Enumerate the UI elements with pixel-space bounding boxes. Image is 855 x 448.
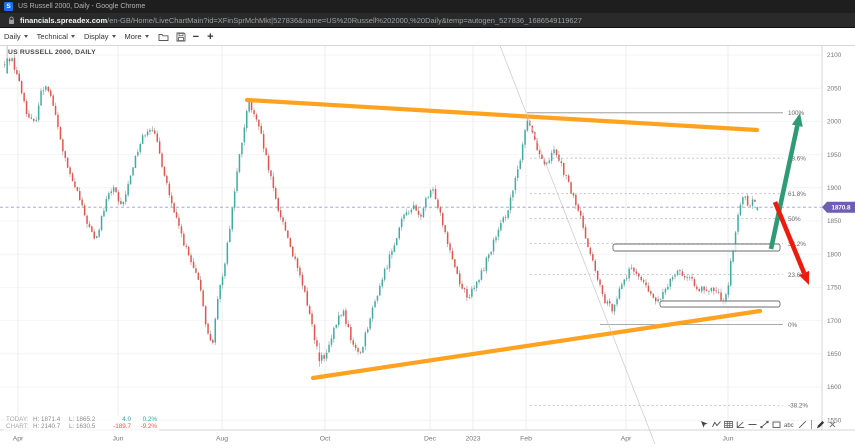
svg-text:2000: 2000 (827, 119, 842, 126)
url-domain: financials.spreadex.com (20, 15, 108, 25)
chart-toolbar: Daily Technical Display More − + (0, 28, 855, 46)
legend-chart-change: -189.7 (113, 423, 131, 431)
svg-text:Aug: Aug (216, 436, 228, 443)
svg-text:78.6%: 78.6% (788, 155, 806, 162)
open-layout-button[interactable] (158, 32, 169, 42)
svg-text:1950: 1950 (827, 152, 842, 159)
url-path: /en-GB/Home/LiveChartMain?id=XFinSprMchM… (107, 15, 582, 25)
save-button[interactable] (176, 32, 186, 42)
save-floppy-icon (176, 32, 186, 41)
svg-text:2100: 2100 (827, 52, 842, 59)
svg-text:0%: 0% (788, 322, 798, 329)
svg-text:38.2%: 38.2% (788, 241, 806, 248)
chevron-down-icon (23, 35, 28, 38)
window-title: US Russell 2000, Daily - Google Chrome (18, 3, 146, 10)
svg-text:Apr: Apr (621, 436, 632, 443)
menu-more[interactable]: More (125, 32, 149, 41)
chevron-down-icon (70, 35, 75, 38)
zoom-out-button[interactable]: − (192, 30, 200, 43)
svg-text:61.8%: 61.8% (788, 191, 806, 198)
svg-text:Apr: Apr (13, 436, 24, 443)
svg-text:23.6%: 23.6% (788, 272, 806, 279)
legend-chart-label: CHART: (6, 423, 29, 431)
url-bar[interactable]: financials.spreadex.com/en-GB/Home/LiveC… (0, 13, 855, 28)
horizontal-line-icon[interactable] (748, 420, 757, 429)
text-abc-icon[interactable]: abc (784, 420, 795, 429)
legend-chart-low: L: 1630.5 (69, 423, 96, 431)
pencil-icon[interactable] (816, 420, 825, 429)
svg-text:Jun: Jun (723, 436, 734, 443)
svg-text:1550: 1550 (827, 417, 842, 424)
legend-today-change-pct: 0.2% (142, 416, 157, 423)
svg-text:1600: 1600 (827, 384, 842, 391)
svg-text:Dec: Dec (424, 436, 437, 443)
legend-today-low: L: 1865.2 (69, 416, 96, 423)
open-folder-icon (158, 33, 169, 41)
svg-text:1850: 1850 (827, 218, 842, 225)
chevron-down-icon (144, 35, 149, 38)
menu-technical[interactable]: Technical (37, 32, 75, 41)
svg-text:1650: 1650 (827, 351, 842, 358)
svg-text:abc: abc (784, 423, 794, 429)
chart-title: US RUSSELL 2000, DAILY (8, 49, 96, 56)
svg-text:Oct: Oct (320, 436, 331, 443)
pointer-icon[interactable] (700, 420, 709, 429)
svg-text:1800: 1800 (827, 251, 842, 258)
close-icon[interactable] (828, 420, 837, 429)
polyline-icon[interactable] (712, 420, 721, 429)
chart-legend: TODAY: H: 1871.4 L: 1865.2 4.0 0.2% CHART: H:… (4, 415, 159, 432)
legend-today-row: TODAY: H: 1871.4 L: 1865.2 4.0 0.2% (6, 416, 157, 423)
padlock-icon (9, 16, 14, 24)
svg-text:Jun: Jun (113, 436, 124, 443)
line-icon[interactable] (798, 420, 807, 429)
candlestick-chart-canvas[interactable]: 100% 78.6% 61.8% 50% 38.2% 23.6% 0% -38.2% 2100 2… (0, 46, 855, 448)
legend-today-high: H: 1871.4 (33, 416, 61, 423)
svg-text:1870.8: 1870.8 (832, 205, 851, 212)
chevron-down-icon (111, 35, 116, 38)
menu-daily[interactable]: Daily (4, 32, 28, 41)
legend-chart-change-pct: -9.2% (140, 423, 157, 431)
legend-today-label: TODAY: (6, 416, 29, 423)
toolbar-divider (811, 419, 812, 429)
drawing-toolbar: abc (700, 417, 837, 431)
svg-text:100%: 100% (788, 110, 805, 117)
menu-display[interactable]: Display (84, 32, 116, 41)
svg-text:1700: 1700 (827, 318, 842, 325)
rectangle-icon[interactable] (772, 420, 781, 429)
segment-icon[interactable] (760, 420, 769, 429)
svg-text:50%: 50% (788, 216, 801, 223)
grid-icon[interactable] (724, 420, 733, 429)
zoom-in-button[interactable]: + (207, 30, 214, 43)
legend-today-change: 4.0 (122, 416, 131, 423)
legend-chart-high: H: 2140.7 (33, 423, 61, 431)
legend-chart-row: CHART: H: 2140.7 L: 1630.5 -189.7 -9.2% (6, 423, 157, 430)
svg-text:-38.2%: -38.2% (788, 403, 808, 410)
svg-text:1750: 1750 (827, 285, 842, 292)
url-text: financials.spreadex.com/en-GB/Home/LiveC… (20, 16, 582, 25)
svg-text:Feb: Feb (520, 436, 532, 443)
svg-text:2050: 2050 (827, 85, 842, 92)
spreadex-favicon: S (4, 2, 13, 11)
svg-text:2023: 2023 (465, 436, 480, 443)
window-titlebar: S US Russell 2000, Daily - Google Chrome (0, 0, 855, 13)
trend-angle-icon[interactable] (736, 420, 745, 429)
chart-area[interactable]: 100% 78.6% 61.8% 50% 38.2% 23.6% 0% -38.2% 2100 2… (0, 46, 855, 448)
svg-text:1900: 1900 (827, 185, 842, 192)
